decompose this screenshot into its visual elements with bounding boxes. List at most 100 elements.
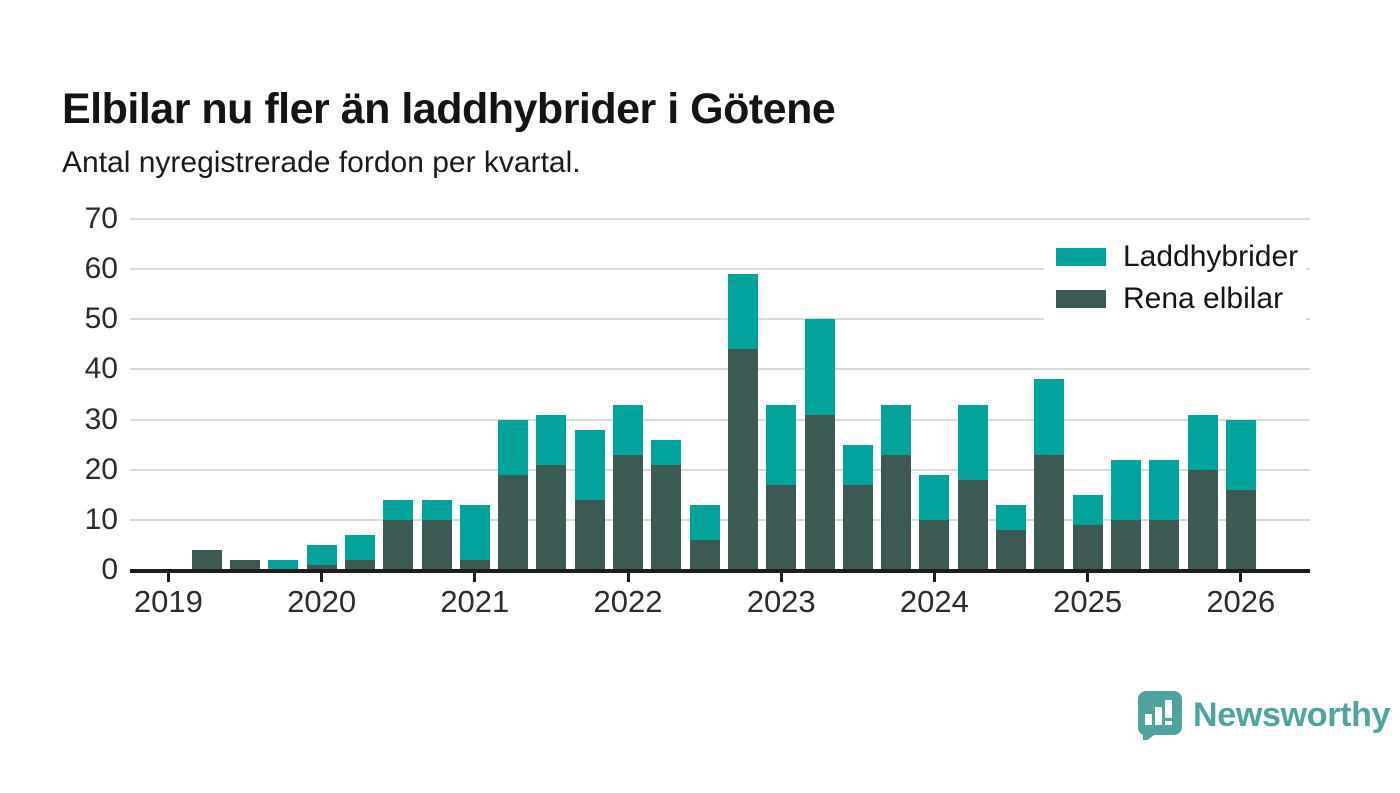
bar-segment-laddhybrider [1072, 494, 1103, 525]
bar-segment-rena-elbilar [957, 479, 988, 570]
x-axis-tick [166, 573, 170, 582]
y-axis-label: 70 [84, 202, 118, 235]
bar-segment-rena-elbilar [689, 539, 720, 570]
bar-segment-rena-elbilar [1072, 524, 1103, 570]
bar-segment-rena-elbilar [574, 499, 605, 570]
bar-segment-rena-elbilar [191, 549, 222, 570]
bar-segment-rena-elbilar [1187, 469, 1218, 570]
gridline-y-20 [130, 468, 1310, 471]
bar-segment-rena-elbilar [651, 464, 682, 570]
newsworthy-logo-icon [1138, 690, 1182, 740]
bar-segment-rena-elbilar [1110, 519, 1141, 570]
legend-swatch-icon [1056, 248, 1106, 266]
logo-bar-small [1145, 714, 1152, 725]
logo-bar-medium [1155, 707, 1162, 725]
y-axis-label: 20 [84, 452, 118, 486]
bar-segment-rena-elbilar [536, 464, 567, 570]
bar-segment-laddhybrider [919, 474, 950, 520]
bar-segment-rena-elbilar [344, 559, 375, 570]
x-axis-label: 2021 [440, 584, 510, 619]
bar-segment-rena-elbilar [230, 559, 260, 570]
logo-exclamation-bar [1165, 700, 1172, 718]
bar-segment-laddhybrider [727, 274, 758, 350]
bar-segment-rena-elbilar [1149, 519, 1180, 570]
bar-segment-laddhybrider [459, 504, 490, 560]
y-axis-label: 0 [101, 553, 118, 586]
bar-segment-laddhybrider [498, 419, 529, 475]
x-axis-label: 2023 [746, 584, 816, 619]
y-axis-label: 40 [84, 352, 118, 386]
bar-segment-laddhybrider [1110, 459, 1141, 520]
x-axis-tick [473, 573, 477, 582]
y-axis-label: 10 [84, 502, 118, 536]
x-axis-tick [779, 573, 783, 582]
gridline-y-10 [130, 518, 1310, 521]
bar-segment-rena-elbilar [766, 484, 797, 570]
legend-label: Laddhybrider [1123, 240, 1299, 273]
bar-segment-laddhybrider [421, 499, 452, 520]
bar-segment-laddhybrider [383, 499, 414, 520]
bar-segment-laddhybrider [574, 429, 605, 500]
bar-segment-laddhybrider [1034, 379, 1065, 455]
bar-segment-rena-elbilar [383, 519, 414, 570]
bar-segment-laddhybrider [613, 404, 643, 455]
x-axis-tick [1086, 573, 1090, 582]
page-title: Elbilar nu fler än laddhybrider i Götene [62, 84, 836, 133]
logo-exclamation-dot [1165, 721, 1172, 725]
newsworthy-logo: Newsworthy [1136, 690, 1391, 740]
legend-item-rena-elbilar: Rena elbilar [1056, 282, 1298, 316]
x-axis-tick [1239, 573, 1243, 582]
bar-segment-laddhybrider [1225, 419, 1256, 490]
bar-segment-laddhybrider [1149, 459, 1180, 520]
bar-segment-rena-elbilar [459, 559, 490, 570]
legend-label: Rena elbilar [1123, 282, 1284, 315]
bar-segment-laddhybrider [344, 534, 375, 560]
gridline-y-40 [130, 368, 1310, 371]
bar-segment-laddhybrider [689, 504, 720, 540]
x-axis-label: 2024 [899, 584, 969, 619]
bar-segment-rena-elbilar [306, 564, 337, 570]
bar-segment-rena-elbilar [881, 454, 912, 570]
bar-segment-laddhybrider [651, 439, 682, 465]
gridline-y-30 [130, 418, 1310, 421]
y-axis-label: 50 [84, 302, 118, 336]
x-axis-label: 2020 [287, 584, 357, 619]
bar-segment-rena-elbilar [613, 454, 643, 570]
gridline-y-60 [130, 268, 1310, 271]
x-axis-tick [626, 573, 630, 582]
chart-subtitle: Antal nyregistrerade fordon per kvartal. [62, 146, 581, 179]
bar-segment-rena-elbilar [804, 414, 835, 570]
x-axis-line [130, 569, 1310, 573]
bar-segment-rena-elbilar [996, 529, 1026, 570]
x-axis-tick [932, 573, 936, 582]
bar-segment-rena-elbilar [1034, 454, 1065, 570]
bar-segment-laddhybrider [881, 404, 912, 455]
legend-swatch-icon [1056, 290, 1106, 308]
bar-segment-rena-elbilar [1225, 489, 1256, 570]
x-axis-label: 2022 [593, 584, 663, 619]
bar-segment-laddhybrider [996, 504, 1026, 530]
bar-segment-laddhybrider [306, 544, 337, 565]
bar-segment-rena-elbilar [498, 474, 529, 570]
x-axis-tick [320, 573, 324, 582]
bar-segment-laddhybrider [536, 414, 567, 465]
x-axis-label: 2025 [1053, 584, 1123, 619]
bar-segment-laddhybrider [842, 444, 873, 485]
x-axis-label: 2019 [133, 584, 203, 619]
bar-segment-rena-elbilar [919, 519, 950, 570]
logo-wordmark: Newsworthy [1193, 695, 1391, 734]
y-axis-label: 30 [84, 402, 118, 436]
gridline-y-70 [130, 218, 1310, 220]
bar-segment-laddhybrider [766, 404, 797, 485]
bar-segment-laddhybrider [268, 559, 299, 570]
y-axis-label: 60 [84, 252, 118, 286]
legend-item-laddhybrider: Laddhybrider [1056, 240, 1298, 274]
gridline-y-50 [130, 318, 1310, 321]
bar-segment-laddhybrider [1187, 414, 1218, 470]
x-axis-label: 2026 [1206, 584, 1276, 619]
bar-segment-rena-elbilar [727, 349, 758, 570]
bar-segment-rena-elbilar [421, 519, 452, 570]
bar-segment-laddhybrider [804, 319, 835, 415]
chart-legend: Laddhybrider Rena elbilar [1044, 238, 1307, 322]
